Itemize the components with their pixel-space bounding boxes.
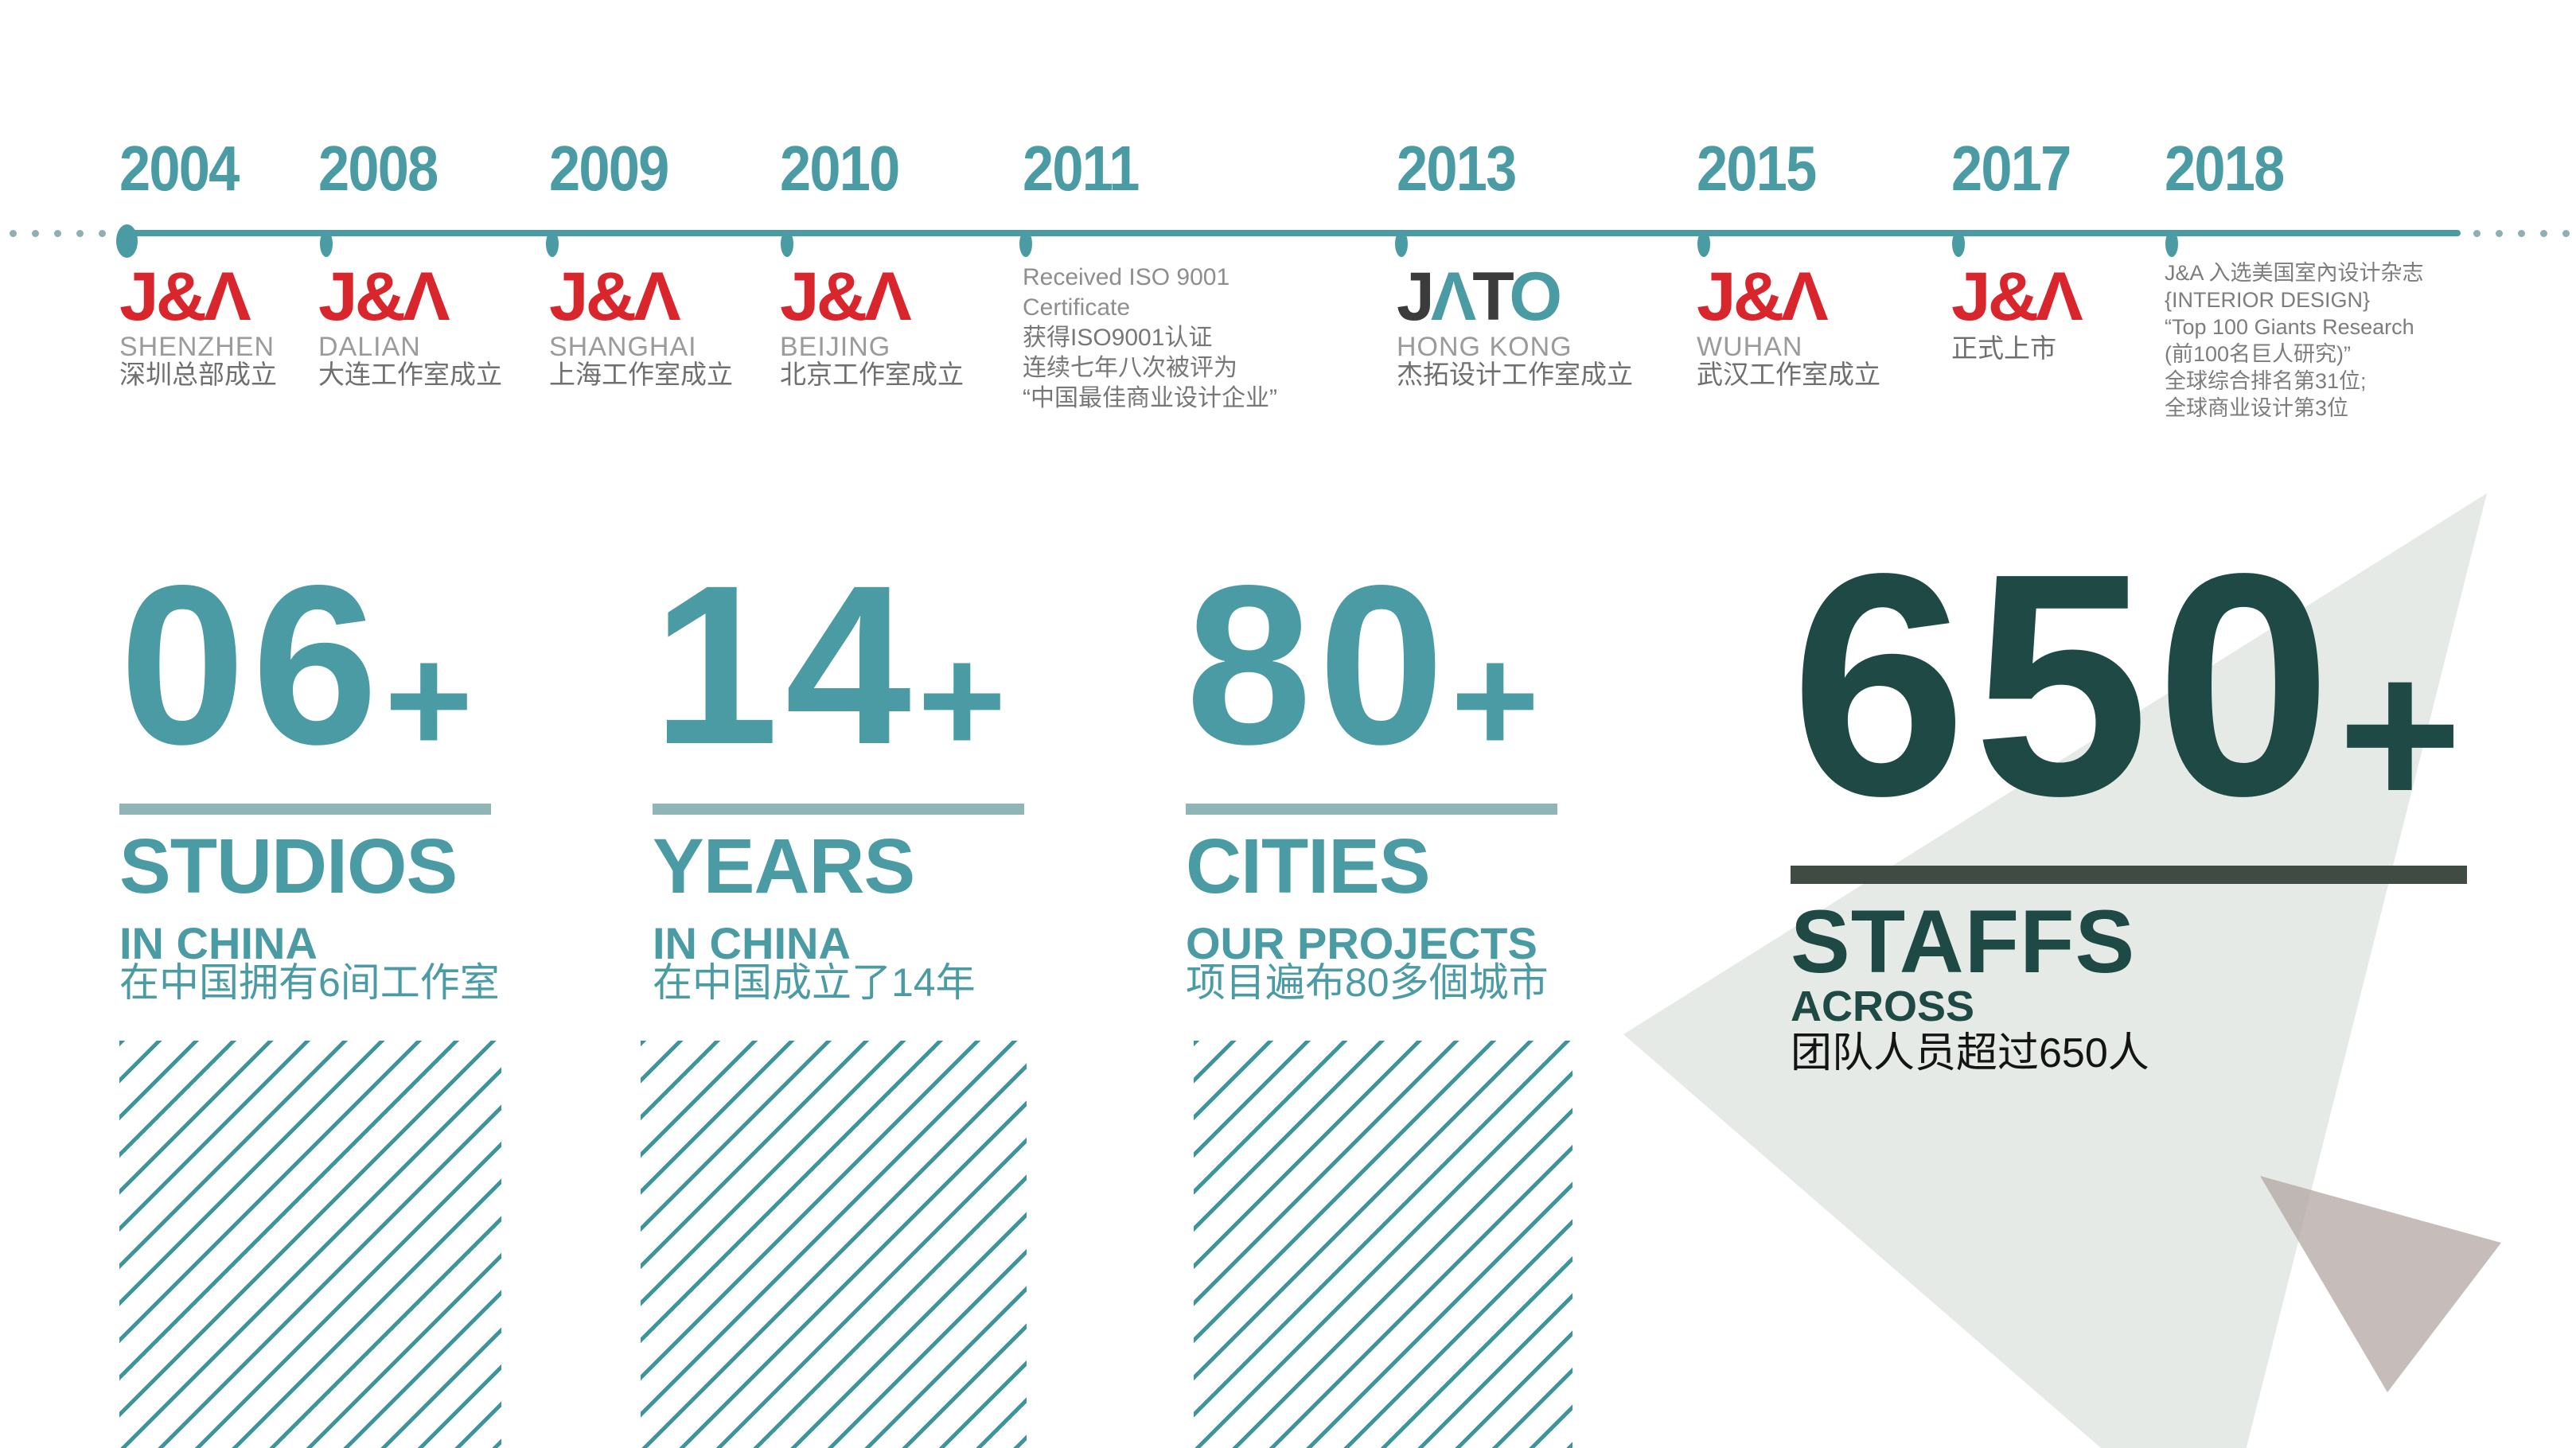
jato-letter-t: T: [1472, 259, 1513, 335]
stat-underline: [119, 804, 491, 815]
stat-caption: 在中国拥有6间工作室: [119, 960, 500, 1005]
timeline-marker-2017: [1952, 231, 1965, 257]
stat-sublabel: IN CHINA: [119, 918, 318, 968]
milestone-city: DALIAN: [318, 332, 421, 362]
hatch-block: [1194, 1041, 1572, 1448]
timeline-marker-2009: [546, 231, 559, 257]
plus-sign: +: [384, 615, 474, 785]
timeline-marker-2008: [320, 231, 333, 257]
milestone-desc: 北京工作室成立: [780, 360, 964, 389]
milestone-paragraph: Received ISO 9001 Certificate 获得ISO9001认…: [1023, 263, 1277, 414]
milestone-city: WUHAN: [1697, 332, 1803, 362]
jna-logo: J&Λ: [1697, 259, 1829, 335]
stat-digits: 650: [1791, 508, 2339, 862]
plus-sign: +: [918, 615, 1007, 785]
year-2004: 2004: [119, 133, 240, 204]
year-2010: 2010: [780, 133, 900, 204]
year-2009: 2009: [549, 133, 669, 204]
milestone-desc: 上海工作室成立: [549, 360, 733, 389]
stat-underline: [1791, 866, 2467, 884]
timeline-marker-2010: [781, 231, 793, 257]
jato-letter-j: J: [1397, 259, 1435, 335]
stat-value: 06+: [119, 552, 474, 779]
stat-digits: 80: [1186, 539, 1452, 792]
year-2018: 2018: [2165, 133, 2285, 204]
timeline-marker-2011: [1019, 231, 1032, 257]
jna-logo: J&Λ: [1951, 259, 2083, 335]
jna-logo: J&Λ: [549, 259, 681, 335]
stat-value: 14+: [653, 552, 1007, 779]
timeline-line: [119, 230, 2461, 236]
year-2013: 2013: [1397, 133, 1517, 204]
timeline-marker-2013: [1395, 231, 1408, 257]
year-2011: 2011: [1023, 133, 1140, 204]
milestone-city: SHANGHAI: [549, 332, 697, 362]
stat-caption: 项目遍布80多個城市: [1186, 960, 1549, 1005]
stat-label: YEARS: [653, 823, 915, 909]
paragraph-line: J&A 入选美国室內设计杂志: [2165, 261, 2424, 285]
paragraph-line: 全球商业设计第3位: [2165, 396, 2349, 420]
stat-label: CITIES: [1186, 823, 1431, 909]
paragraph-line: Certificate: [1023, 294, 1131, 321]
paragraph-line: 获得ISO9001认证: [1023, 325, 1213, 351]
year-2017: 2017: [1951, 133, 2071, 204]
stat-sublabel: IN CHINA: [653, 918, 851, 968]
paragraph-line: 全球综合排名第31位;: [2165, 369, 2367, 393]
paragraph-line: (前100名巨人研究)”: [2165, 342, 2352, 366]
paragraph-line: 连续七年八次被评为: [1023, 355, 1237, 381]
stat-digits: 14: [653, 539, 918, 792]
stat-value: 650+: [1791, 527, 2462, 843]
milestone-desc: 杰拓设计工作室成立: [1397, 360, 1633, 389]
milestone-city: SHENZHEN: [119, 332, 275, 362]
stat-caption: 团队人员超过650人: [1791, 1030, 2149, 1076]
plus-sign: +: [2338, 614, 2462, 852]
milestone-paragraph: J&A 入选美国室內设计杂志 {INTERIOR DESIGN} “Top 10…: [2165, 259, 2424, 422]
paragraph-line: “Top 100 Giants Research: [2165, 315, 2414, 339]
stat-caption: 在中国成立了14年: [653, 960, 976, 1005]
stat-value: 80+: [1186, 552, 1540, 779]
paragraph-line: “中国最佳商业设计企业”: [1023, 385, 1277, 411]
milestone-desc: 深圳总部成立: [119, 360, 277, 389]
paragraph-line: Received ISO 9001: [1023, 264, 1230, 290]
jna-logo: J&Λ: [780, 259, 912, 335]
timeline-marker-2015: [1697, 231, 1710, 257]
jna-logo: J&Λ: [119, 259, 251, 335]
plus-sign: +: [1451, 615, 1540, 785]
year-2008: 2008: [318, 133, 438, 204]
timeline-marker-2004: [116, 224, 138, 258]
stat-sublabel: ACROSS: [1791, 983, 1975, 1030]
milestone-desc: 武汉工作室成立: [1697, 360, 1880, 389]
timeline-marker-2018: [2165, 231, 2178, 257]
paragraph-line: {INTERIOR DESIGN}: [2165, 288, 2371, 312]
stat-label: STAFFS: [1791, 892, 2136, 991]
jato-logo: JΛTO: [1397, 263, 1562, 331]
jato-letter-a: Λ: [1430, 259, 1476, 335]
jna-logo: J&Λ: [318, 259, 450, 335]
milestone-city: BEIJING: [780, 332, 891, 362]
taupe-triangle: [2260, 1176, 2501, 1392]
year-2015: 2015: [1697, 133, 1817, 204]
stat-label: STUDIOS: [119, 823, 458, 909]
milestone-desc: 大连工作室成立: [318, 360, 502, 389]
milestone-desc: 正式上市: [1951, 333, 2056, 363]
hatch-block: [641, 1041, 1027, 1448]
stat-underline: [653, 804, 1024, 815]
stat-underline: [1186, 804, 1557, 815]
stat-digits: 06: [119, 539, 385, 792]
stat-sublabel: OUR PROJECTS: [1186, 918, 1537, 968]
jato-letter-o: O: [1509, 259, 1562, 335]
milestone-city: HONG KONG: [1397, 332, 1572, 362]
hatch-block: [119, 1041, 501, 1448]
